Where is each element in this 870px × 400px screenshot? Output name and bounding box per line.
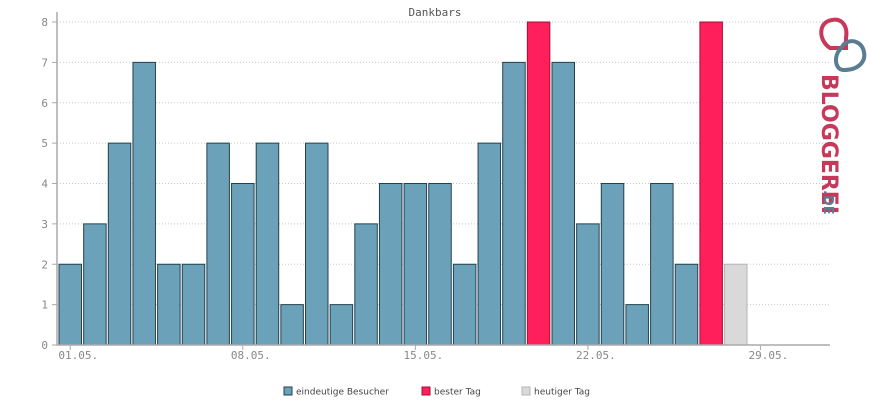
legend-swatch-normal <box>283 386 293 396</box>
bar-23 <box>600 183 625 346</box>
bar-9 <box>255 142 280 346</box>
y-tick-label: 0 <box>41 339 48 352</box>
bar-25 <box>650 183 674 346</box>
y-tick-labels: 0 1 2 3 4 5 6 7 8 <box>41 16 48 352</box>
x-tick-label: 08.05. <box>231 349 271 362</box>
bar-17 <box>452 263 477 346</box>
bar-12 <box>329 304 354 346</box>
bar-2 <box>83 223 107 346</box>
bar-27 <box>699 21 723 346</box>
legend-label-today: heutiger Tag <box>534 388 590 398</box>
bar-7 <box>206 142 230 346</box>
x-tick-label: 22.05. <box>576 349 616 362</box>
bar-6 <box>181 263 206 346</box>
bar-11 <box>305 142 329 346</box>
bar-5 <box>157 263 181 346</box>
y-tick-label: 7 <box>41 56 48 69</box>
brand-name: BLOGGEREI <box>816 74 841 214</box>
bar-15 <box>403 183 428 346</box>
y-tick-label: 2 <box>41 258 48 271</box>
bar-10 <box>280 304 304 346</box>
bar-13 <box>354 223 378 346</box>
brand-logo: BLOGGEREI .DE <box>816 17 867 215</box>
x-tick-labels: 01.05. 08.05. 15.05. 22.05. 29.05. <box>58 345 788 362</box>
legend-label-best: bester Tag <box>434 388 481 398</box>
bar-3 <box>107 142 132 346</box>
axes <box>56 12 830 346</box>
x-tick-label: 01.05. <box>58 349 98 362</box>
chart-title: Dankbars <box>409 6 462 19</box>
bar-18 <box>477 142 502 346</box>
brand-suffix: .DE <box>820 190 835 215</box>
bar-21 <box>551 61 575 346</box>
legend-swatch-today <box>521 386 531 396</box>
bar-24 <box>625 304 649 346</box>
legend-swatch-best <box>421 386 431 396</box>
y-tick-label: 3 <box>41 218 48 231</box>
y-tick-label: 8 <box>41 16 48 29</box>
bar-14 <box>378 183 403 346</box>
bar-26 <box>674 263 699 346</box>
bars <box>58 21 748 346</box>
grid <box>52 21 830 346</box>
bar-22 <box>576 223 600 346</box>
bar-8 <box>231 183 255 346</box>
legend-label-normal: eindeutige Besucher <box>296 388 389 398</box>
y-tick-label: 1 <box>41 299 48 312</box>
bar-1 <box>58 263 82 346</box>
bar-20 <box>526 21 551 346</box>
bar-28 <box>724 263 748 346</box>
logo-icon <box>819 17 867 73</box>
x-tick-label: 29.05. <box>749 349 789 362</box>
x-tick-label: 15.05. <box>403 349 443 362</box>
legend: eindeutige Besucher bester Tag heutiger Ta… <box>283 386 590 398</box>
bar-16 <box>428 183 452 346</box>
y-tick-label: 6 <box>41 97 48 110</box>
y-tick-label: 4 <box>41 178 48 191</box>
y-tick-label: 5 <box>41 137 48 150</box>
bar-4 <box>132 61 156 346</box>
bar-19 <box>502 61 526 346</box>
